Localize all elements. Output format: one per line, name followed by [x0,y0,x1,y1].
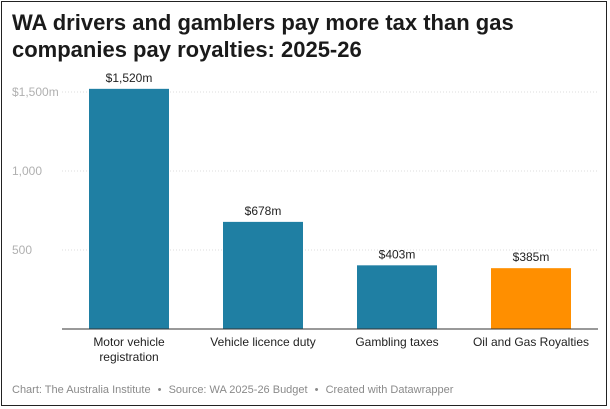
x-tick-label: registration [99,350,158,364]
footer-separator: • [314,384,319,396]
y-tick-label: 1,000 [12,164,42,178]
y-tick-label: $1,500m [12,85,59,99]
y-tick-label: 500 [12,243,32,257]
bar [491,268,571,329]
x-tick-label: Oil and Gas Royalties [473,335,589,349]
data-label: $385m [513,250,550,264]
x-tick-label: Vehicle licence duty [210,335,315,349]
bar [223,221,303,329]
chart-title: WA drivers and gamblers pay more tax tha… [12,10,514,62]
bar [89,88,169,329]
chart-credit: Chart: The Australia Institute [12,384,151,396]
bar [357,265,437,329]
x-tick-label: Motor vehicle [93,335,165,349]
x-tick-label: Gambling taxes [355,335,438,349]
datawrapper-credit: Created with Datawrapper [325,384,454,396]
data-label: $678m [245,204,282,218]
data-label: $403m [379,247,416,261]
chart-footer: Chart: The Australia Institute • Source:… [12,384,453,396]
footer-separator: • [157,384,162,396]
data-label: $1,520m [106,71,153,85]
source-note: Source: WA 2025-26 Budget [168,384,308,396]
